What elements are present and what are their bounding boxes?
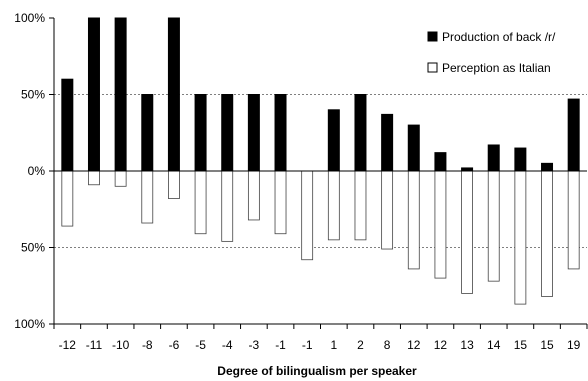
bar-production [87,17,100,172]
x-tick-label: 13 [460,338,474,352]
bar-perception [247,170,260,221]
x-tick-label: 19 [567,338,581,352]
legend-swatch-perception [427,62,438,73]
x-tick-label: 8 [384,338,391,352]
bar-perception [514,170,527,305]
bar-production [274,94,287,172]
x-tick-label: -11 [86,338,103,352]
bar-perception [274,170,287,235]
x-tick-label: -8 [142,338,153,352]
bar-production [221,94,234,172]
bar-perception [354,170,367,241]
x-tick-label: 15 [514,338,528,352]
bar-perception [567,170,580,270]
x-axis-title: Degree of bilingualism per speaker [217,364,417,378]
bar-production [194,94,207,172]
x-tick-label: -6 [169,338,180,352]
bar-production [407,124,420,172]
bar-perception [141,170,154,224]
legend-swatch-production [427,31,438,42]
y-tick-label: 100% [14,11,45,25]
x-tick-labels: -12 -11 -10 -8 -6 -5 -4 -3 -1 -1 1 2 8 12 12 13 14 15 15 19 [59,338,581,352]
x-tick-label: -5 [195,338,206,352]
x-tick-label: -10 [112,338,130,352]
x-tick-label: -4 [222,338,233,352]
legend-label-perception: Perception as Italian [442,61,551,75]
x-tick-label: -12 [59,338,77,352]
x-tick-label: 12 [407,338,421,352]
x-tick-label: 1 [330,338,337,352]
bar-perception [461,170,473,294]
x-tick-label: 15 [540,338,554,352]
bar-perception [301,170,314,261]
bar-production [141,94,154,172]
x-tick-label: -1 [275,338,286,352]
y-tick-label: 50% [21,88,45,102]
bar-perception [381,170,394,250]
bar-production [434,152,447,172]
bar-perception [221,170,234,242]
bar-perception [541,170,553,297]
y-tick-label: 0% [28,164,46,178]
bar-perception [487,170,500,282]
legend-label-production: Production of back /r/ [442,30,556,44]
bar-perception [168,170,180,199]
x-tick-label: 14 [487,338,501,352]
y-tick-labels: 100% 50% 0% 50% 100% [14,11,45,331]
y-tick-label: 50% [21,241,45,255]
bar-perception [194,170,207,235]
bar-production [167,17,180,172]
bar-production [247,94,260,172]
x-tick-label: 2 [357,338,364,352]
legend: Production of back /r/ Perception as Ita… [427,30,556,75]
bar-production [354,94,367,172]
x-tick-label: -1 [302,338,313,352]
bar-perception [114,170,127,187]
bar-production [541,162,554,172]
axes [49,17,588,329]
bar-production [487,144,500,172]
x-tick-label: -3 [249,338,260,352]
bar-production [114,17,127,172]
bar-production [61,78,74,172]
bar-perception [327,170,340,241]
bar-perception [407,170,420,270]
bar-perception [434,170,447,279]
bar-production [327,109,340,172]
y-tick-label: 100% [14,317,45,331]
bar-production [567,98,580,172]
bar-production [381,113,394,172]
bar-production [514,147,527,172]
bar-perception [88,170,100,186]
bar-perception [61,170,74,227]
x-tick-label: 12 [434,338,448,352]
